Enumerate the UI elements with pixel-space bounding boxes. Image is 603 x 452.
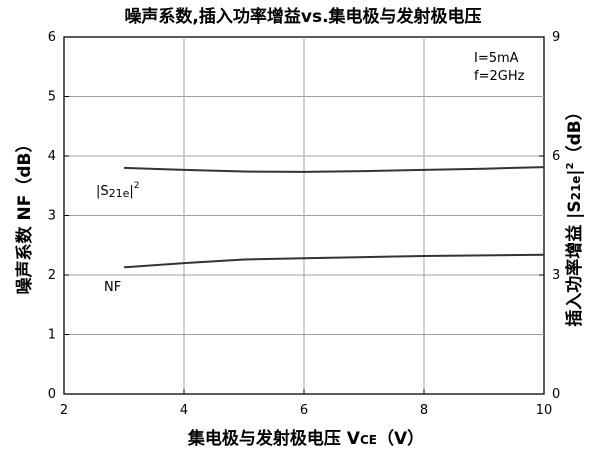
x-axis-ticks: 2 4 6 8 10 (60, 389, 552, 418)
x-tick-label: 8 (420, 403, 428, 418)
grid (64, 37, 544, 394)
x-tick-label: 4 (180, 403, 188, 418)
condition-current: I=5mA (474, 51, 519, 66)
y-right-tick-label: 0 (552, 387, 560, 402)
y-right-axis-ticks: 0 3 6 9 (539, 30, 560, 402)
series-line-s21 (123, 166, 545, 173)
y-left-tick-label: 4 (48, 149, 56, 164)
y-left-tick-label: 3 (48, 209, 56, 224)
y-left-tick-label: 6 (48, 30, 56, 45)
x-tick-label: 6 (300, 403, 308, 418)
x-axis-title: 集电极与发射极电压 VCE（V） (187, 428, 424, 449)
y-left-axis-title: 噪声系数 NF（dB） (14, 136, 35, 295)
x-tick-label: 10 (536, 403, 553, 418)
y-left-tick-label: 2 (48, 268, 56, 283)
y-left-tick-label: 5 (48, 90, 56, 105)
y-right-tick-label: 9 (552, 30, 560, 45)
condition-frequency: f=2GHz (474, 69, 525, 84)
series-label-nf: NF (104, 280, 121, 295)
series-lines (123, 166, 545, 269)
series-line-nf (123, 253, 545, 269)
y-left-axis-ticks: 0 1 2 3 4 5 6 (48, 30, 69, 402)
x-tick-label: 2 (60, 403, 68, 418)
y-right-tick-label: 3 (552, 268, 560, 283)
y-left-tick-label: 0 (48, 387, 56, 402)
y-left-tick-label: 1 (48, 328, 56, 343)
y-right-tick-label: 6 (552, 149, 560, 164)
chart-title: 噪声系数,插入功率增益vs.集电极与发射极电压 (124, 6, 481, 27)
y-right-axis-title: 插入功率增益 |S21e|2（dB） (564, 103, 585, 327)
series-label-s21: |S21e|2 (96, 181, 140, 200)
